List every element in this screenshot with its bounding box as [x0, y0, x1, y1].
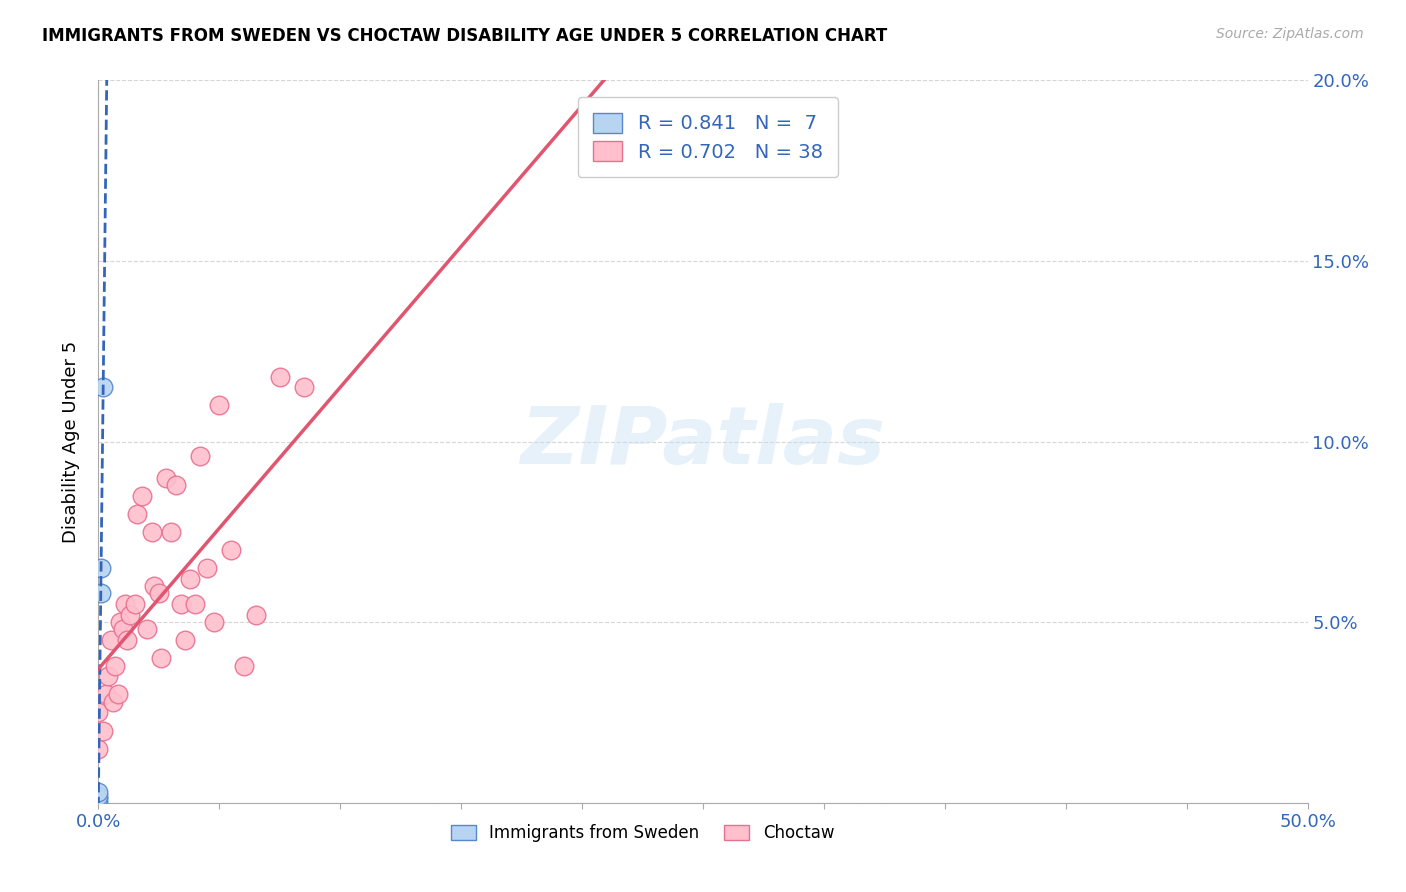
Legend: Immigrants from Sweden, Choctaw: Immigrants from Sweden, Choctaw	[444, 817, 841, 848]
Point	[188, 449, 211, 463]
Point	[117, 633, 139, 648]
Y-axis label: Disability Age Under 5: Disability Age Under 5	[62, 341, 80, 542]
Point	[232, 658, 254, 673]
Point	[90, 561, 112, 575]
Point	[87, 796, 110, 810]
Point	[108, 615, 131, 630]
Point	[141, 524, 163, 539]
Point	[104, 658, 127, 673]
Point	[135, 623, 157, 637]
Point	[94, 687, 117, 701]
Point	[91, 723, 114, 738]
Text: Source: ZipAtlas.com: Source: ZipAtlas.com	[1216, 27, 1364, 41]
Point	[87, 789, 110, 803]
Point	[87, 706, 110, 720]
Point	[107, 687, 129, 701]
Point	[195, 561, 218, 575]
Text: IMMIGRANTS FROM SWEDEN VS CHOCTAW DISABILITY AGE UNDER 5 CORRELATION CHART: IMMIGRANTS FROM SWEDEN VS CHOCTAW DISABI…	[42, 27, 887, 45]
Point	[91, 380, 114, 394]
Point	[184, 597, 207, 611]
Point	[131, 489, 153, 503]
Point	[87, 741, 110, 756]
Point	[111, 623, 134, 637]
Point	[97, 669, 120, 683]
Text: ZIPatlas: ZIPatlas	[520, 402, 886, 481]
Point	[90, 586, 112, 600]
Point	[143, 579, 166, 593]
Point	[101, 695, 124, 709]
Point	[118, 607, 141, 622]
Point	[174, 633, 197, 648]
Point	[100, 633, 122, 648]
Point	[292, 380, 315, 394]
Point	[160, 524, 183, 539]
Point	[269, 369, 291, 384]
Point	[204, 615, 226, 630]
Point	[150, 651, 173, 665]
Point	[127, 507, 149, 521]
Point	[208, 398, 231, 412]
Point	[179, 572, 201, 586]
Point	[221, 542, 243, 557]
Point	[87, 792, 110, 806]
Point	[169, 597, 191, 611]
Point	[114, 597, 136, 611]
Point	[165, 478, 187, 492]
Point	[124, 597, 146, 611]
Point	[245, 607, 267, 622]
Point	[87, 785, 110, 799]
Point	[148, 586, 170, 600]
Point	[155, 471, 177, 485]
